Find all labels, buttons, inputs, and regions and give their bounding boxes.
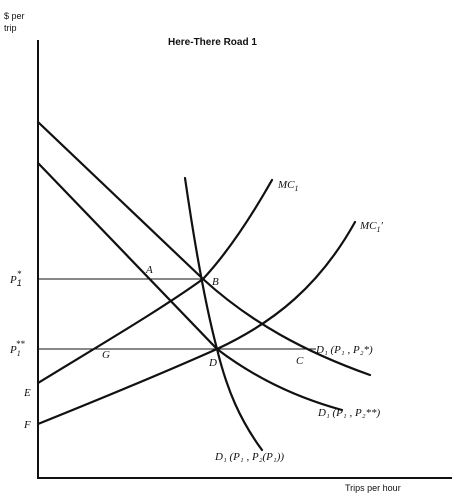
diagram-title: Here-There Road 1	[168, 37, 257, 48]
y-axis-label-line2: trip	[4, 23, 17, 33]
x-axis-label: Trips per hour	[345, 483, 401, 493]
curve-label-d1-p2-star-star: D₁ (P₁ , P₂**)	[317, 407, 381, 419]
point-label-b: B	[212, 276, 219, 288]
curve-label-d1-p2-star: D₁ (P₁ , P₂*)	[315, 344, 373, 356]
point-label-g: G	[102, 349, 110, 361]
price-label-p1-star: P1*	[9, 269, 22, 288]
curve-label-mc1-prime: MC1′	[359, 220, 384, 234]
curve-label-mc1: MC1	[277, 179, 299, 193]
point-label-d: D	[208, 357, 217, 369]
point-label-c: C	[296, 355, 304, 367]
curve-label-d1-p2-of-p1: D₁ (P₁ , P₂(P₁))	[214, 451, 284, 463]
demand-curve-p2-star	[36, 120, 372, 377]
point-label-a: A	[145, 264, 153, 276]
y-axis-label-line1: $ per	[4, 11, 25, 21]
demand-curve-p2-of-p1	[183, 176, 264, 452]
point-label-e: E	[23, 387, 31, 399]
point-label-f: F	[23, 419, 31, 431]
mc1-prime-curve	[36, 220, 357, 426]
price-label-p1-star-star: P1**	[9, 339, 25, 358]
mc1-curve	[36, 178, 274, 385]
axes	[37, 40, 452, 479]
demand-curve-p2-star-star	[36, 161, 344, 412]
